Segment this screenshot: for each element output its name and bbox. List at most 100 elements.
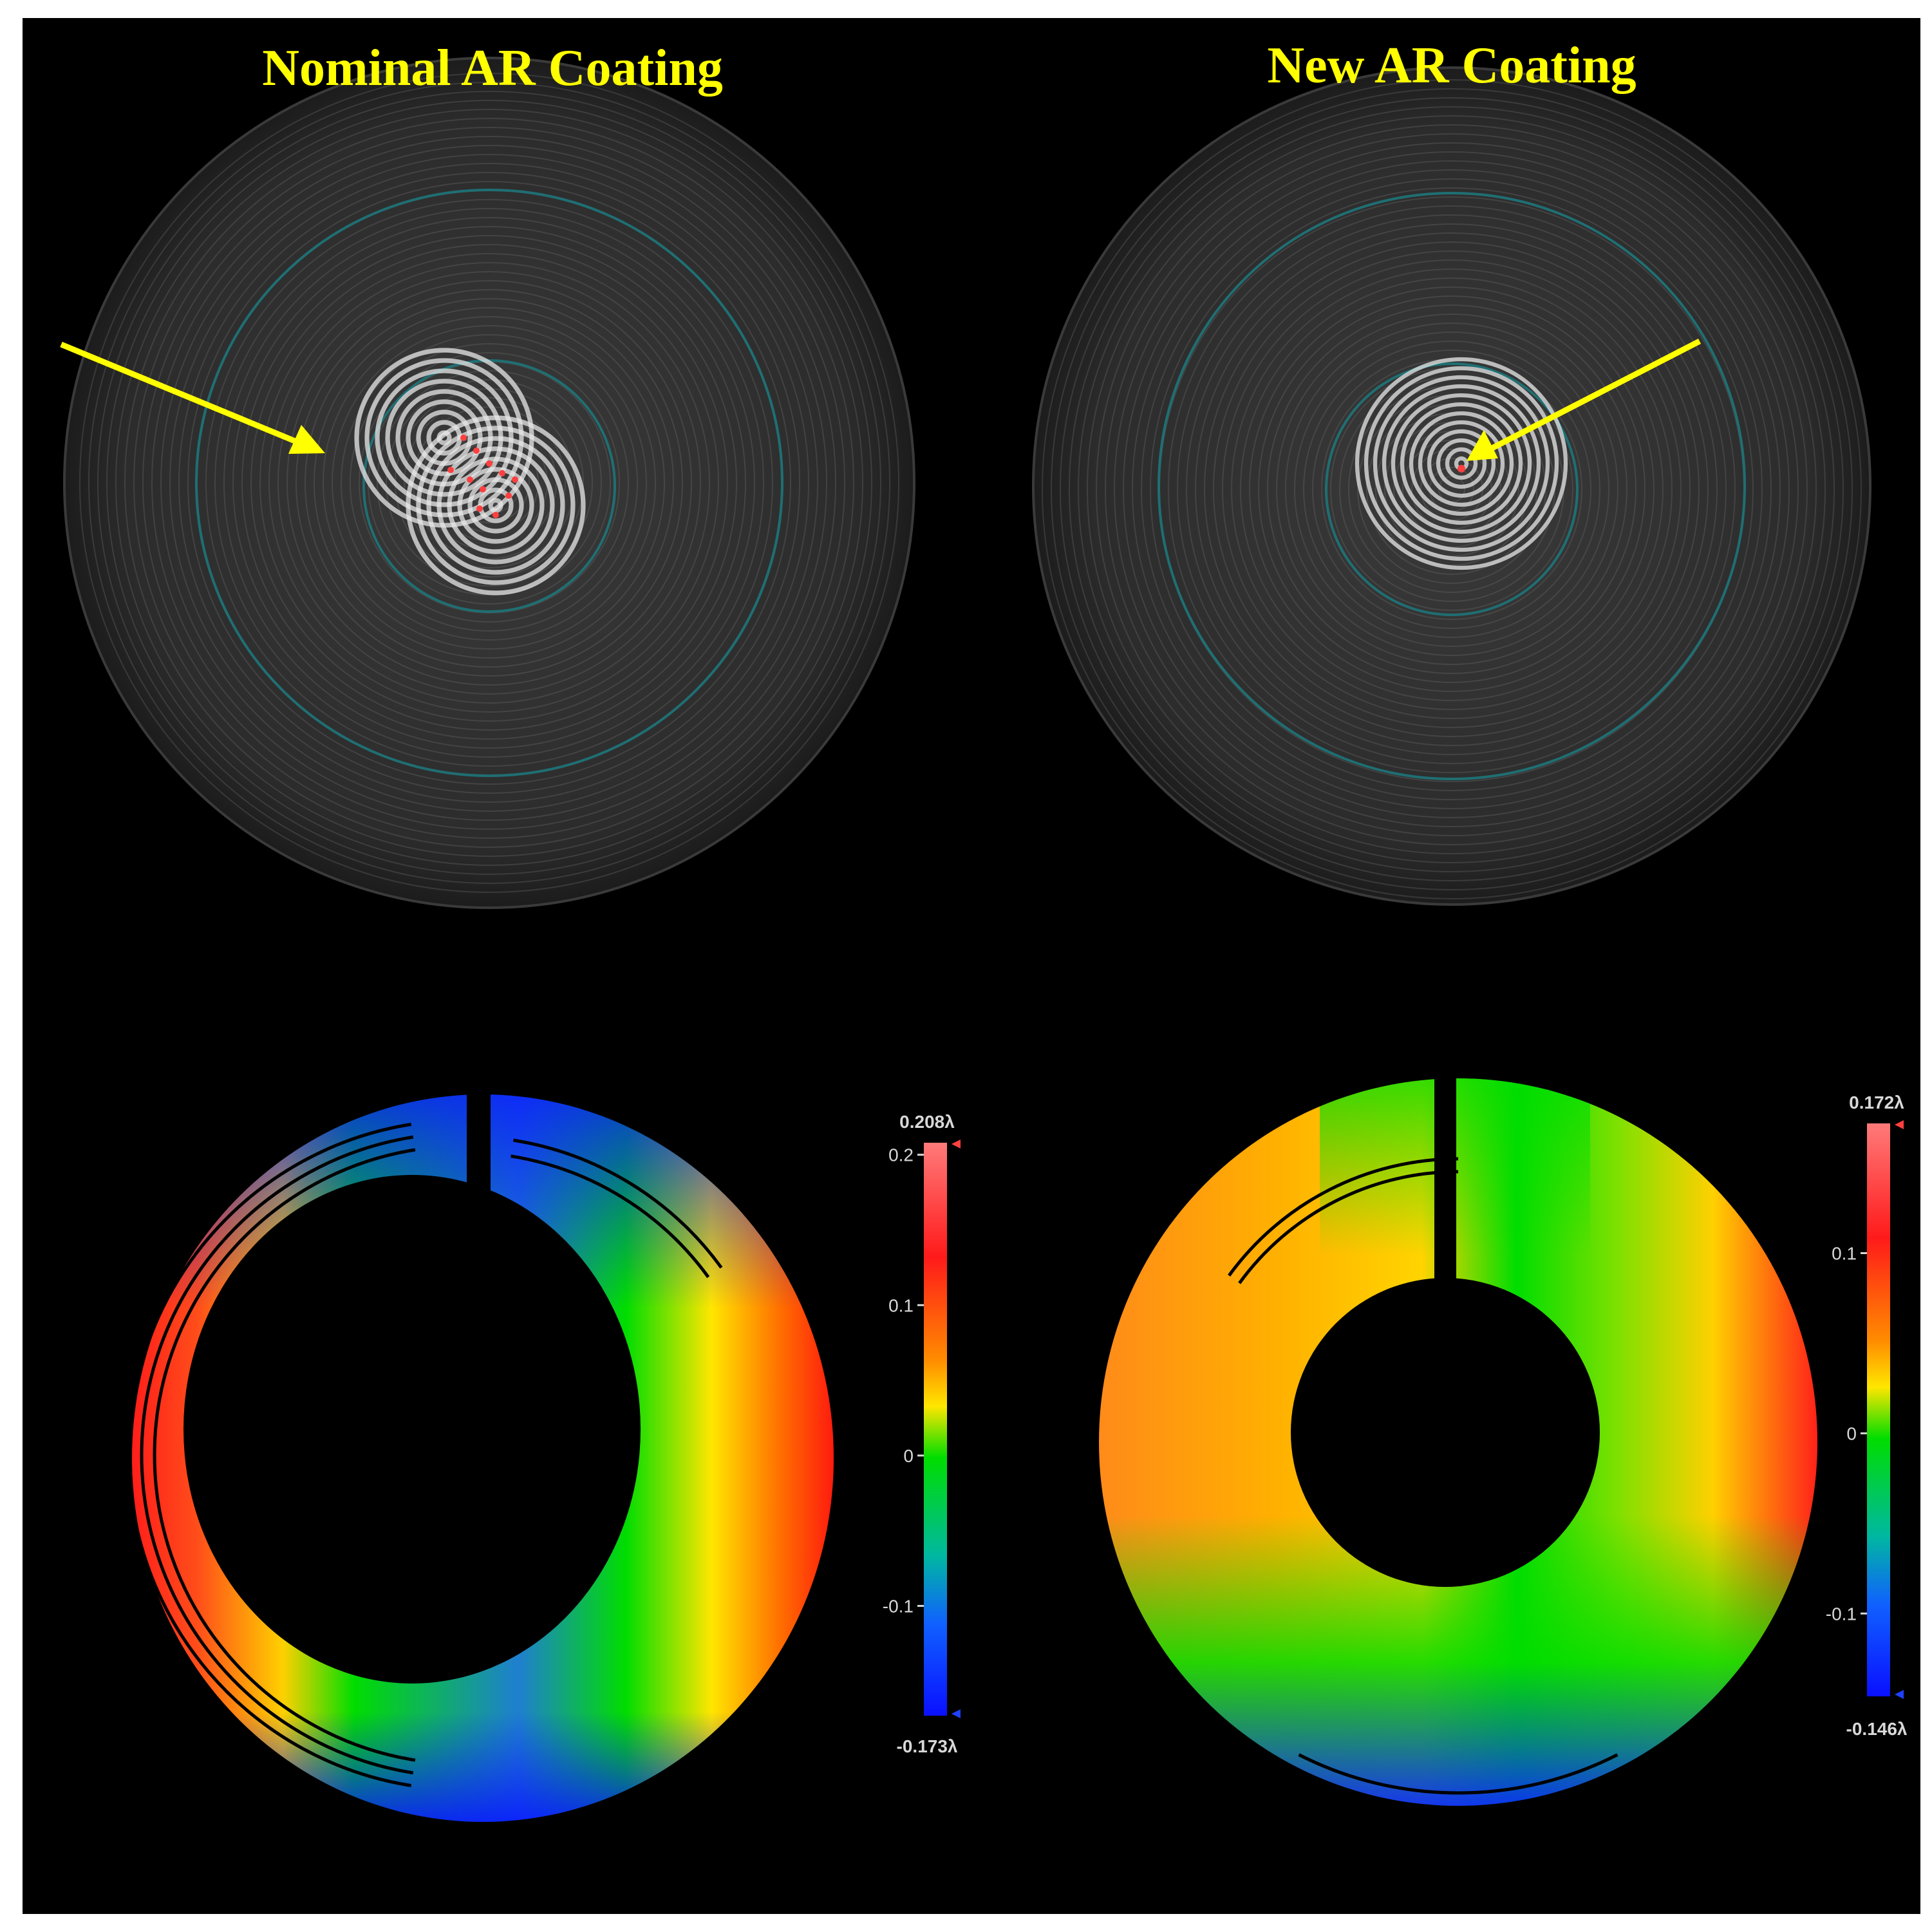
fringe-ring bbox=[142, 136, 836, 830]
fringe-ring bbox=[223, 217, 755, 749]
fringe-ring bbox=[277, 271, 701, 695]
fringe-ring bbox=[1249, 286, 1655, 692]
nominal-fringe-core bbox=[354, 348, 586, 596]
fringe-ring-strong bbox=[375, 368, 514, 507]
red-speckle bbox=[467, 476, 473, 483]
fringe-ring bbox=[1222, 259, 1682, 719]
fringe-ring-strong bbox=[436, 446, 555, 565]
fringe-ring bbox=[178, 172, 800, 794]
fringe-ring bbox=[1195, 232, 1709, 746]
fringe-ring bbox=[1141, 178, 1763, 800]
colorbar-tick-label: -0.1 bbox=[883, 1596, 914, 1616]
nominal-colorbar-max-label: 0.208λ bbox=[899, 1112, 955, 1132]
fringe-ring bbox=[1105, 142, 1799, 836]
nominal-colorbar-max-marker bbox=[952, 1140, 961, 1149]
fringe-ring bbox=[160, 154, 818, 812]
red-speckle bbox=[480, 486, 486, 492]
fringe-ring-strong bbox=[1364, 366, 1559, 561]
fringe-ring bbox=[1276, 314, 1627, 665]
new-fringe-core bbox=[1355, 357, 1568, 570]
fringe-ring bbox=[1123, 160, 1781, 818]
new-guide-circle-inner bbox=[1325, 362, 1579, 616]
new-interferogram bbox=[1032, 66, 1871, 906]
nominal-arrow bbox=[60, 341, 325, 454]
fringe-ring-strong bbox=[1373, 375, 1550, 552]
colorbar-tick-label: 0.1 bbox=[888, 1295, 914, 1315]
fringe-ring bbox=[1312, 350, 1591, 629]
red-speckle bbox=[492, 512, 499, 518]
defect-arc bbox=[140, 1135, 414, 1775]
new-arrow bbox=[1467, 338, 1702, 461]
fringe-ring-strong bbox=[1391, 393, 1532, 534]
nominal-defect-arcs bbox=[127, 1122, 723, 1788]
fringe-ring-strong bbox=[488, 498, 503, 513]
fringe-ring-strong bbox=[1355, 357, 1568, 570]
new-colorbar-min-label: -0.146λ bbox=[1846, 1719, 1908, 1739]
fringe-ring bbox=[1204, 241, 1700, 737]
nominal-surface-map bbox=[126, 1088, 840, 1822]
fringe-ring bbox=[1303, 341, 1600, 638]
fringe-ring bbox=[1087, 124, 1817, 854]
fringe-ring-strong bbox=[416, 426, 576, 585]
fringe-ring bbox=[187, 181, 791, 785]
new-colorbar-bar bbox=[1867, 1123, 1890, 1696]
fringe-ring bbox=[106, 100, 872, 866]
fringe-ring bbox=[386, 379, 593, 586]
new-colorbar-max-marker bbox=[1895, 1120, 1904, 1129]
fringe-ring bbox=[169, 163, 809, 803]
red-speckle bbox=[1458, 465, 1465, 473]
new-colorbar-min-marker bbox=[1895, 1690, 1904, 1699]
fringe-ring bbox=[97, 91, 881, 875]
nominal-title: Nominal AR Coating bbox=[262, 40, 723, 97]
new-colorbar-ticks: 0.1 0 -0.1 bbox=[1826, 1244, 1867, 1624]
fringe-ring bbox=[259, 253, 719, 713]
fringe-ring-strong bbox=[1445, 447, 1478, 480]
fringe-ring-strong bbox=[1409, 411, 1514, 516]
fringe-ring-strong bbox=[1382, 384, 1541, 543]
nominal-colorbar-bar bbox=[924, 1143, 947, 1716]
nominal-colorbar: 0.208λ -0.173λ 0.2 0.1 0 -0.1 bbox=[883, 1112, 961, 1756]
fringe-ring bbox=[286, 280, 692, 686]
fringe-ring bbox=[232, 226, 746, 740]
fringe-ring bbox=[214, 208, 764, 758]
red-speckle bbox=[476, 505, 483, 512]
new-guide-circle-outer bbox=[1158, 192, 1746, 780]
red-speckle bbox=[447, 467, 454, 473]
fringe-ring bbox=[341, 334, 638, 632]
red-speckle bbox=[499, 470, 505, 476]
fringe-ring-strong bbox=[457, 467, 534, 544]
fringe-ring bbox=[305, 298, 674, 668]
red-speckle bbox=[512, 476, 518, 483]
red-speckle bbox=[460, 435, 467, 441]
new-surface-map bbox=[1094, 1075, 1822, 1809]
nominal-colorbar-min-label: -0.173λ bbox=[897, 1736, 958, 1756]
defect-arc bbox=[1298, 1753, 1618, 1795]
fringe-ring-strong bbox=[478, 487, 514, 523]
fringe-ring bbox=[1213, 250, 1691, 728]
fringe-ring bbox=[1096, 133, 1808, 845]
defect-arc bbox=[1238, 1170, 1459, 1284]
defect-arc bbox=[127, 1122, 412, 1788]
new-colorbar: 0.172λ -0.146λ 0.1 0 -0.1 bbox=[1826, 1093, 1908, 1739]
fringe-ring bbox=[1285, 323, 1618, 656]
fringe-ring bbox=[1042, 79, 1862, 899]
fringe-ring bbox=[323, 316, 656, 650]
fringe-ring-strong bbox=[406, 415, 586, 596]
colorbar-tick-label: 0 bbox=[903, 1446, 914, 1466]
fringe-ring bbox=[1060, 97, 1844, 881]
nominal-colorbar-min-marker bbox=[952, 1709, 961, 1718]
fringe-ring-strong bbox=[1418, 420, 1505, 507]
fringe-ring bbox=[1267, 305, 1637, 674]
defect-arc bbox=[513, 1138, 723, 1269]
fringe-ring bbox=[241, 235, 737, 731]
fringe-ring bbox=[1186, 223, 1718, 755]
nominal-colorbar-ticks: 0.2 0.1 0 -0.1 bbox=[883, 1145, 924, 1616]
fringe-ring bbox=[79, 73, 899, 893]
new-colorbar-max-label: 0.172λ bbox=[1849, 1093, 1904, 1112]
defect-arc bbox=[511, 1154, 710, 1279]
red-speckle bbox=[473, 447, 480, 454]
fringe-ring bbox=[350, 343, 629, 623]
colorbar-tick-label: -0.1 bbox=[1826, 1604, 1857, 1624]
fringe-ring bbox=[268, 262, 710, 704]
